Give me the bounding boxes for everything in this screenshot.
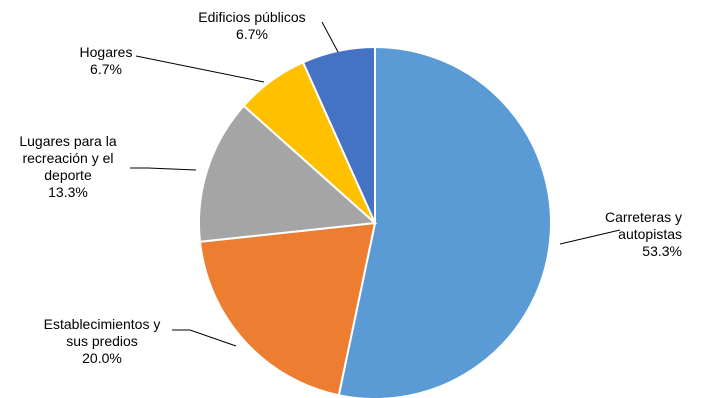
slice-category-label: Establecimientos y [44,316,161,332]
slice-category-label: Hogares [80,44,133,60]
labels-layer: Carreteras y autopistas 53.3% Establecimien… [19,9,682,366]
leader-line [321,21,339,53]
leader-line [130,167,197,171]
slice-label: Carreteras y autopistas 53.3% [605,209,682,259]
slice-category-label: sus predios [66,333,138,349]
slice-category-label: recreación y el [22,150,113,166]
slice-category-label: Carreteras y [605,209,682,225]
slice-label: Edificios públicos 6.7% [198,9,305,42]
slices-layer [198,45,552,398]
pie-slice [301,45,376,224]
slice-label: Hogares 6.7% [80,44,133,77]
slice-percent-label: 13.3% [48,184,88,200]
leader-line [559,229,621,245]
slice-category-label: Edificios públicos [198,9,305,25]
pie-slice [198,104,378,243]
slice-percent-label: 20.0% [82,350,122,366]
slice-category-label: Lugares para la [19,133,117,149]
slice-label: Establecimientos y sus predios 20.0% [44,316,161,366]
leader-line [172,329,237,347]
slice-category-label: deporte [44,167,92,183]
leader-lines-layer [130,21,621,347]
slice-percent-label: 6.7% [90,61,122,77]
slice-percent-label: 53.3% [642,243,682,259]
pie-slice [337,45,552,398]
slice-category-label: autopistas [618,226,682,242]
leader-line [135,55,265,83]
pie-slice [198,221,377,397]
slice-percent-label: 6.7% [236,26,268,42]
slice-label: Lugares para la recreación y el deporte 13.… [19,133,117,200]
